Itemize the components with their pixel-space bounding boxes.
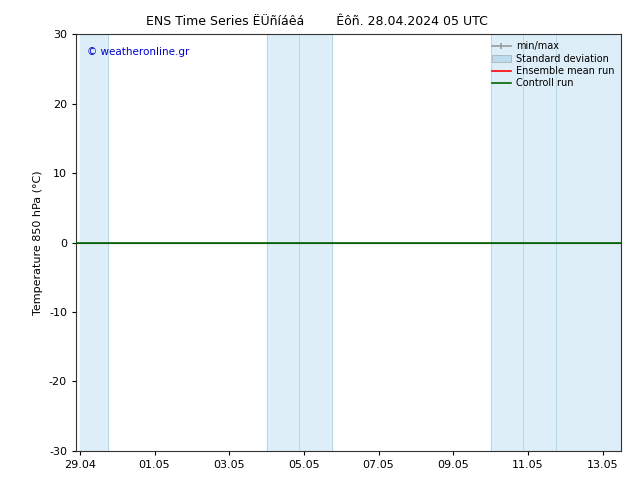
Bar [491, 34, 621, 451]
Text: © weatheronline.gr: © weatheronline.gr [87, 47, 190, 57]
Y-axis label: Temperature 850 hPa (°C): Temperature 850 hPa (°C) [34, 170, 43, 315]
Text: ENS Time Series ËÜñíáêá        Êôñ. 28.04.2024 05 UTC: ENS Time Series ËÜñíáêá Êôñ. 28.04.2024 … [146, 15, 488, 28]
Legend: min/max, Standard deviation, Ensemble mean run, Controll run: min/max, Standard deviation, Ensemble me… [489, 39, 616, 90]
Bar [80, 34, 108, 451]
Bar [266, 34, 332, 451]
